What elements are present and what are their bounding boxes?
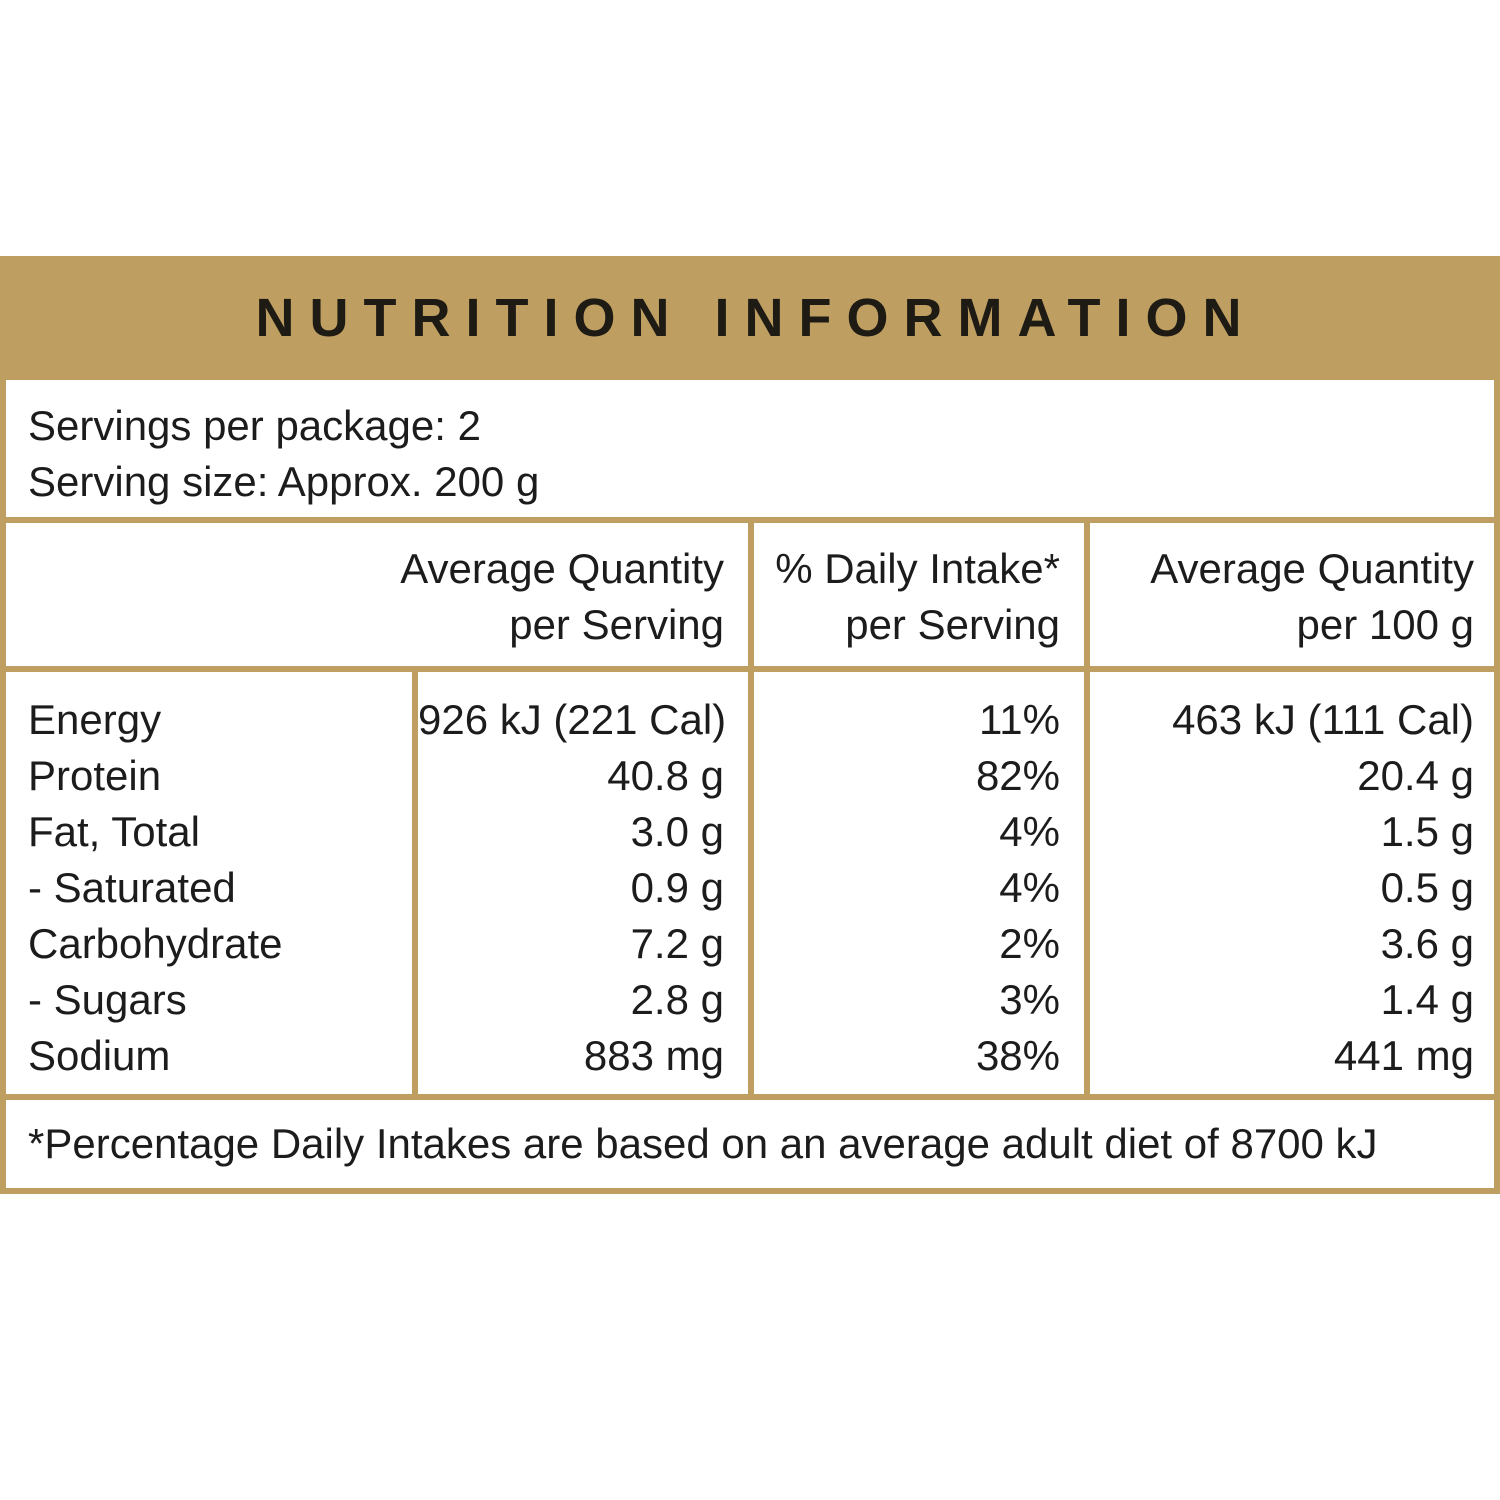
per-serving-value: 3.0 g <box>630 808 724 855</box>
nutrient-label: - Saturated <box>28 864 236 911</box>
serving-size: Serving size: Approx. 200 g <box>28 458 540 505</box>
per-100g-value: 463 kJ (111 Cal) <box>1172 696 1474 743</box>
per-100g-value: 0.5 g <box>1380 864 1474 911</box>
per-100g-value: 1.4 g <box>1380 976 1474 1023</box>
per-serving-value: 883 mg <box>583 1032 724 1079</box>
per-serving-value: 0.9 g <box>630 864 724 911</box>
nutrient-label: Carbohydrate <box>28 920 283 967</box>
header-daily-intake: % Daily Intake* per Serving <box>748 523 1060 666</box>
per-serving-column: 926 kJ (221 Cal) 40.8 g 3.0 g 0.9 g 7.2 … <box>418 672 727 1084</box>
daily-intake-value: 11% <box>979 696 1060 743</box>
header-daily-intake-line2: per Serving <box>845 601 1060 648</box>
per-serving-value: 40.8 g <box>607 752 724 799</box>
daily-intake-value: 82% <box>975 752 1060 799</box>
header-per-serving: Average Quantity per Serving <box>6 523 724 666</box>
body-divider-3 <box>1084 672 1090 1094</box>
body-divider-2 <box>748 672 754 1094</box>
nutrient-label: Protein <box>28 752 162 799</box>
column-header-row: Average Quantity per Serving % Daily Int… <box>6 523 1494 672</box>
per-serving-value: 2.8 g <box>630 976 724 1023</box>
per-100g-value: 3.6 g <box>1380 920 1474 967</box>
per-100g-column: 463 kJ (111 Cal) 20.4 g 1.5 g 0.5 g 3.6 … <box>1086 672 1474 1084</box>
nutrient-label: Fat, Total <box>28 808 200 855</box>
daily-intake-footnote: *Percentage Daily Intakes are based on a… <box>28 1120 1378 1167</box>
title-bar: NUTRITION INFORMATION <box>6 256 1494 380</box>
nutrition-panel: NUTRITION INFORMATION Servings per packa… <box>0 256 1500 1194</box>
daily-intake-column: 11% 82% 4% 4% 2% 3% 38% <box>748 672 1060 1084</box>
header-divider-1 <box>748 523 754 666</box>
header-per-serving-line2: per Serving <box>509 601 724 648</box>
servings-info: Servings per package: 2 Serving size: Ap… <box>6 380 1494 523</box>
per-serving-value: 926 kJ (221 Cal) <box>418 696 727 743</box>
daily-intake-value: 3% <box>999 976 1060 1023</box>
per-serving-value: 7.2 g <box>630 920 724 967</box>
header-per-100g: Average Quantity per 100 g <box>1086 523 1474 666</box>
header-per-serving-line1: Average Quantity <box>400 545 724 592</box>
daily-intake-value: 4% <box>999 864 1060 911</box>
per-100g-value: 441 mg <box>1333 1032 1474 1079</box>
per-100g-value: 20.4 g <box>1357 752 1474 799</box>
header-per-100g-line1: Average Quantity <box>1150 545 1474 592</box>
body-divider-1 <box>412 672 418 1094</box>
panel-title: NUTRITION INFORMATION <box>255 288 1257 348</box>
header-divider-2 <box>1084 523 1090 666</box>
daily-intake-value: 2% <box>999 920 1060 967</box>
header-per-100g-line2: per 100 g <box>1296 601 1474 648</box>
nutrient-table-body: Energy Protein Fat, Total - Saturated Ca… <box>6 672 1494 1100</box>
per-100g-value: 1.5 g <box>1380 808 1474 855</box>
nutrient-label: Energy <box>28 696 162 743</box>
daily-intake-value: 38% <box>975 1032 1060 1079</box>
nutrient-labels-column: Energy Protein Fat, Total - Saturated Ca… <box>28 672 408 1084</box>
servings-per-package: Servings per package: 2 <box>28 402 481 449</box>
daily-intake-value: 4% <box>999 808 1060 855</box>
nutrient-label: - Sugars <box>28 976 187 1023</box>
header-daily-intake-line1: % Daily Intake* <box>775 545 1060 592</box>
nutrient-label: Sodium <box>28 1032 171 1079</box>
